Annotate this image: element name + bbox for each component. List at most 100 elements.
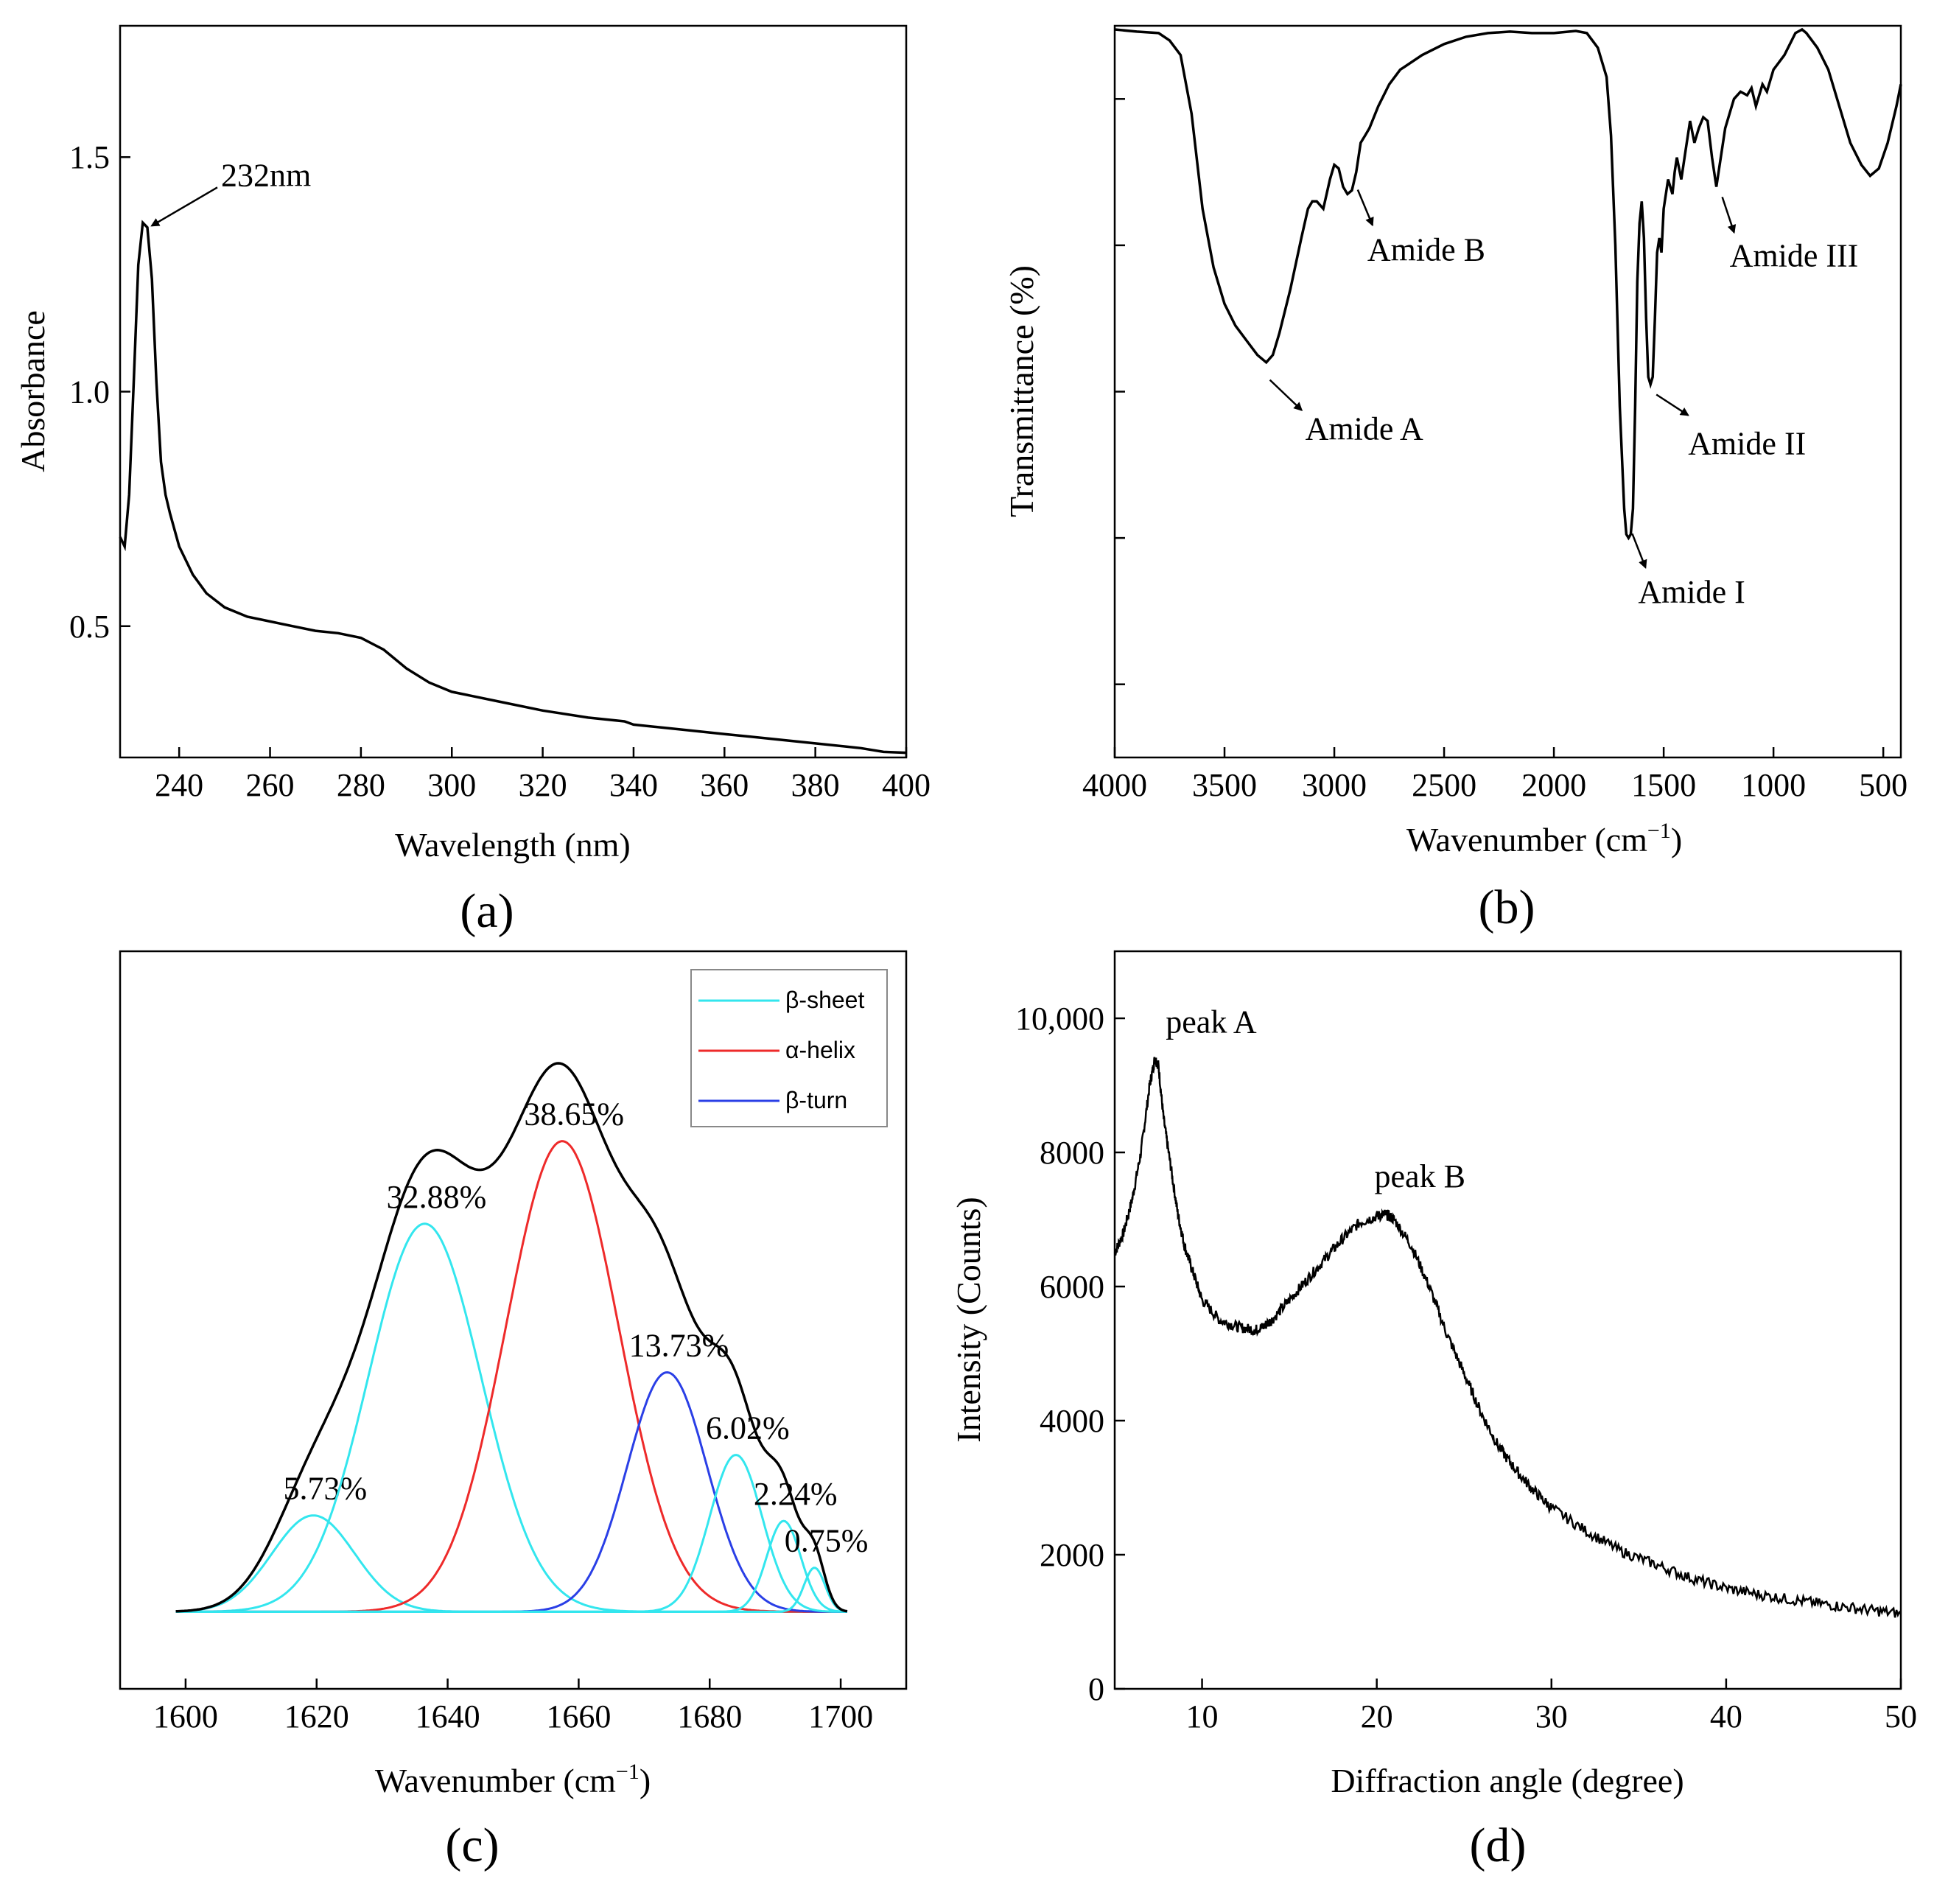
panel-b-x-tick-label: 4000 (1082, 767, 1147, 803)
panel-b-x-ticks: 4000 3500 3000 2500 2000 1500 1000 500 (1082, 747, 1907, 803)
panel-d-curve (1113, 1057, 1902, 1618)
panel-c-component-curve (175, 1567, 848, 1613)
panel-c-legend: β-sheet α-helix β-turn (690, 969, 888, 1127)
panel-c-legend-label: β-sheet (785, 987, 864, 1013)
panel-a-uv-absorbance: 240 260 280 300 320 340 360 380 400 0.5 1.0 1.5 23… (14, 24, 931, 938)
panel-c-legend-label: α-helix (785, 1037, 855, 1063)
panel-d-y-tick-label: 10,000 (1015, 1001, 1104, 1037)
panel-c-envelope (175, 1062, 848, 1613)
panel-c-component-label: 0.75% (785, 1523, 869, 1559)
panel-a-y-tick-label: 1.5 (69, 139, 110, 175)
panel-b-x-tick-label: 2500 (1412, 767, 1476, 803)
panel-b-annotations: Amide A Amide B Amide I Amide II Amide III (1269, 189, 1859, 610)
panel-c-x-tick-label: 1620 (284, 1698, 349, 1735)
panel-c-label: (c) (445, 1819, 499, 1872)
panel-d-x-axis-label: Diffraction angle (degree) (1331, 1762, 1684, 1799)
panel-c-frame (119, 950, 908, 1690)
panel-b-curve (1114, 27, 1902, 541)
panel-b-annotation-label: Amide III (1730, 237, 1859, 273)
panel-c-components: 5.73%32.88%38.65%13.73%6.02%2.24%0.75% (175, 1096, 869, 1613)
panel-b-label: (b) (1479, 881, 1535, 934)
panel-a-x-tick-label: 260 (246, 767, 295, 803)
panel-c-component-label: 5.73% (283, 1471, 367, 1507)
panel-d-y-tick-label: 0 (1088, 1671, 1104, 1707)
panel-b-annotation-label: Amide B (1367, 231, 1485, 267)
panel-c-component-curve (175, 1454, 847, 1613)
panel-b-y-axis-label: Transmittance (%) (1003, 265, 1040, 517)
panel-b-annotation-arrow (1269, 379, 1303, 412)
panel-d-xrd: 10 20 30 40 50 0 2000 4000 6000 8000 10,000 peak … (950, 950, 1917, 1872)
panel-b-x-tick-label: 1500 (1631, 767, 1696, 803)
panel-b-annotation-label: Amide I (1638, 574, 1745, 610)
panel-a-peak-arrow (150, 186, 218, 227)
panel-a-x-tick-label: 340 (609, 767, 658, 803)
panel-a-y-ticks: 0.5 1.0 1.5 (69, 139, 130, 645)
panel-a-frame (119, 24, 908, 759)
panel-c-x-axis-label-sup: −1 (616, 1760, 640, 1784)
panel-b-y-ticks (1115, 98, 1125, 685)
panel-c-x-tick-label: 1680 (677, 1698, 742, 1735)
panel-a-y-tick-label: 1.0 (69, 374, 110, 410)
panel-b-x-axis-label-text: Wavenumber (cm (1406, 821, 1647, 858)
panel-b-x-tick-label: 1000 (1741, 767, 1806, 803)
panel-a-x-tick-label: 280 (337, 767, 385, 803)
panel-c-x-tick-label: 1640 (416, 1698, 480, 1735)
panel-d-y-axis-label: Intensity (Counts) (950, 1197, 987, 1442)
panel-c-component-curve (175, 1140, 847, 1613)
panel-a-y-axis-label: Absorbance (14, 310, 52, 472)
panel-a-x-tick-label: 400 (882, 767, 931, 803)
panel-b-frame (1113, 24, 1902, 759)
panel-d-y-tick-label: 4000 (1040, 1403, 1104, 1439)
panel-b-annotation-arrow (1721, 196, 1737, 234)
panel-a-x-tick-label: 300 (427, 767, 476, 803)
panel-c-component-curve (175, 1519, 848, 1613)
panel-b-annotation-arrow (1631, 533, 1647, 570)
panel-d-x-tick-label: 20 (1361, 1698, 1393, 1735)
panel-c-deconvolution: 1600 1620 1640 1660 1680 1700 5.73%32.88%38.6… (119, 950, 908, 1872)
panel-c-x-axis-label: Wavenumber (cm−1) (375, 1760, 651, 1799)
panel-d-annotation-label: peak B (1375, 1158, 1465, 1194)
panel-b-annotation-label: Amide II (1688, 426, 1806, 462)
panel-b-x-tick-label: 3000 (1302, 767, 1367, 803)
panel-d-x-tick-label: 10 (1186, 1698, 1219, 1735)
panel-b-annotation-label: Amide A (1306, 411, 1423, 447)
panel-d-y-tick-label: 8000 (1040, 1135, 1104, 1171)
panel-d-label: (d) (1470, 1819, 1527, 1872)
panel-a-label: (a) (460, 884, 514, 938)
panel-d-y-ticks: 0 2000 4000 6000 8000 10,000 (1015, 1001, 1125, 1707)
panel-d-y-tick-label: 6000 (1040, 1269, 1104, 1305)
panel-c-x-axis-label-text: Wavenumber (cm (375, 1762, 616, 1799)
panel-b-x-tick-label: 3500 (1192, 767, 1257, 803)
panel-b-x-axis-label: Wavenumber (cm−1) (1406, 819, 1682, 858)
panel-d-x-tick-label: 40 (1710, 1698, 1742, 1735)
panel-c-x-tick-label: 1700 (808, 1698, 873, 1735)
panel-a-x-tick-label: 380 (791, 767, 840, 803)
panel-a-x-tick-label: 240 (155, 767, 203, 803)
panel-b-ftir: 4000 3500 3000 2500 2000 1500 1000 500 Amide AA… (1003, 24, 1907, 934)
panel-a-x-axis-label: Wavelength (nm) (395, 826, 630, 864)
panel-d-x-tick-label: 50 (1885, 1698, 1917, 1735)
panel-c-component-label: 6.02% (706, 1410, 790, 1446)
panel-d-annotations: peak A peak B (1166, 1004, 1465, 1194)
panel-a-x-ticks: 240 260 280 300 320 340 360 380 400 (155, 747, 931, 803)
panel-a-curve (119, 220, 907, 755)
panel-a-x-tick-label: 320 (519, 767, 567, 803)
panel-b-annotation-arrow (1656, 393, 1689, 416)
panel-a-y-tick-label: 0.5 (69, 609, 110, 645)
panel-b-x-axis-label-sup: −1 (1647, 819, 1671, 843)
panel-d-x-ticks: 10 20 30 40 50 (1186, 1679, 1917, 1735)
panel-a-peak-label: 232nm (221, 157, 311, 193)
panel-c-component-label: 38.65% (524, 1096, 624, 1133)
panel-c-x-ticks: 1600 1620 1640 1660 1680 1700 (153, 1679, 873, 1735)
panel-b-x-tick-label: 2000 (1521, 767, 1586, 803)
panel-c-x-tick-label: 1600 (153, 1698, 218, 1735)
panel-d-x-tick-label: 30 (1535, 1698, 1568, 1735)
panel-a-x-tick-label: 360 (700, 767, 749, 803)
panel-d-annotation-label: peak A (1166, 1004, 1257, 1040)
panel-b-annotation-arrow (1356, 189, 1374, 227)
panel-d-y-tick-label: 2000 (1040, 1537, 1104, 1573)
panel-c-component-label: 13.73% (629, 1327, 729, 1363)
panel-c-legend-label: β-turn (785, 1087, 847, 1113)
panel-c-x-tick-label: 1660 (546, 1698, 611, 1735)
